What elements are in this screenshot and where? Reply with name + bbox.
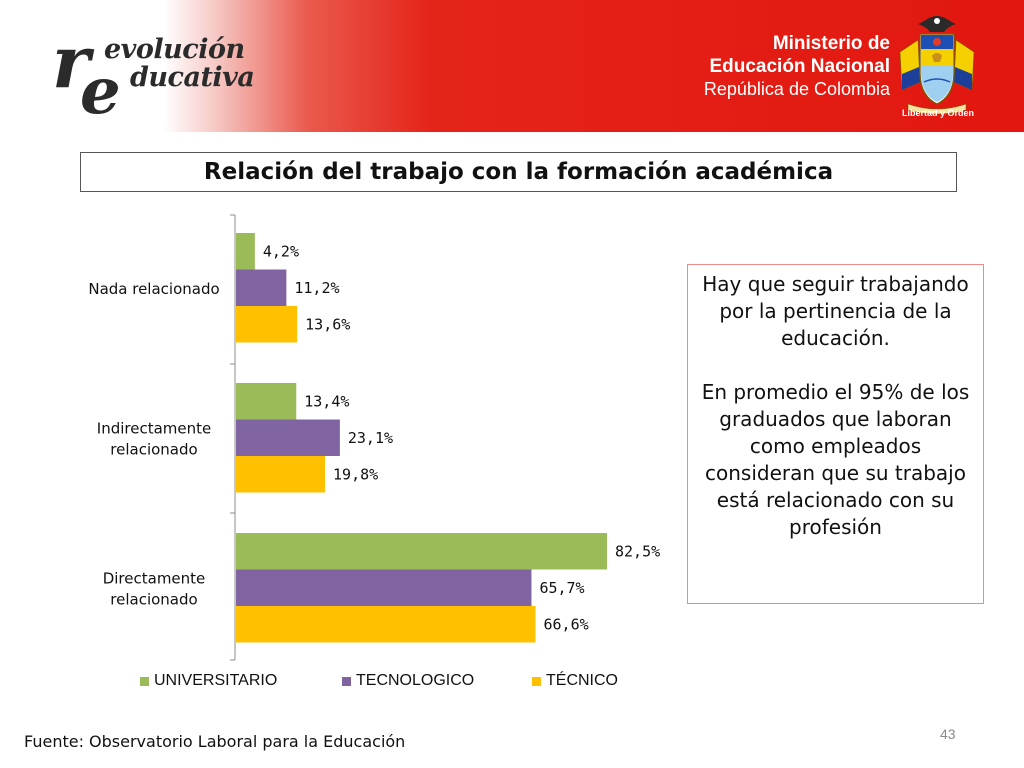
logo-line1: evolución [104, 34, 245, 65]
data-label: 4,2% [263, 242, 299, 260]
legend-item: UNIVERSITARIO [140, 672, 342, 690]
page-number: 43 [940, 726, 956, 742]
category-label: Directamente [103, 569, 206, 587]
callout-box: Hay que seguir trabajando por la pertine… [687, 264, 984, 604]
logo-line2: ducativa [130, 62, 255, 93]
legend-label: TECNOLOGICO [356, 672, 475, 689]
bar-tecnologico [236, 419, 340, 456]
header-banner: r e evolución ducativa Ministerio de Edu… [0, 0, 1024, 132]
legend-swatch [140, 676, 149, 686]
ministry-line2: Educación Nacional [709, 56, 890, 77]
motto-text: Libertad y Orden [901, 108, 974, 118]
bar-universitario [236, 533, 607, 570]
logo-letter-r: r [52, 19, 90, 104]
ministry-line3: República de Colombia [703, 79, 890, 99]
ministry-line1: Ministerio de [772, 33, 890, 54]
category-label: relacionado [110, 440, 197, 458]
logo-letter-e: e [80, 54, 121, 129]
legend-swatch [342, 676, 351, 686]
bar-tecnologico [236, 569, 532, 606]
data-label: 65,7% [539, 579, 584, 597]
legend-label: UNIVERSITARIO [154, 672, 278, 689]
bar-técnico [236, 606, 536, 643]
slide-title-text: Relación del trabajo con la formación ac… [203, 159, 834, 185]
legend-swatch [532, 676, 541, 686]
ministry-name: Ministerio de Educación Nacional Repúbli… [700, 32, 890, 101]
bar-universitario [236, 233, 255, 270]
legend-item: TÉCNICO [532, 672, 652, 690]
category-label: Nada relacionado [88, 280, 219, 298]
legend-label: TÉCNICO [546, 672, 618, 689]
bar-chart: Nada relacionado 4,2% 11,2% 13,6% Indirectam… [88, 214, 660, 661]
data-label: 13,4% [304, 392, 349, 410]
callout-paragraph-2: En promedio el 95% de los graduados que … [701, 380, 970, 539]
data-label: 13,6% [305, 315, 350, 333]
bar-técnico [236, 456, 326, 493]
coat-of-arms-icon [899, 16, 975, 115]
data-label: 11,2% [294, 279, 339, 297]
data-label: 23,1% [348, 429, 393, 447]
data-label: 66,6% [543, 615, 588, 633]
source-note: Fuente: Observatorio Laboral para la Edu… [24, 732, 406, 751]
bar-tecnologico [236, 269, 287, 306]
revolucion-educativa-logo: r e evolución ducativa [52, 19, 292, 124]
chart-legend: UNIVERSITARIO TECNOLOGICO TÉCNICO [140, 672, 652, 690]
category-label: Indirectamente [97, 419, 211, 437]
legend-item: TECNOLOGICO [342, 672, 532, 690]
bar-universitario [236, 383, 297, 420]
data-label: 19,8% [333, 465, 378, 483]
callout-paragraph-1: Hay que seguir trabajando por la pertine… [702, 272, 969, 350]
slide-title: Relación del trabajo con la formación ac… [80, 152, 957, 192]
bar-técnico [236, 306, 298, 343]
category-label: relacionado [110, 590, 197, 608]
data-label: 82,5% [615, 542, 660, 560]
